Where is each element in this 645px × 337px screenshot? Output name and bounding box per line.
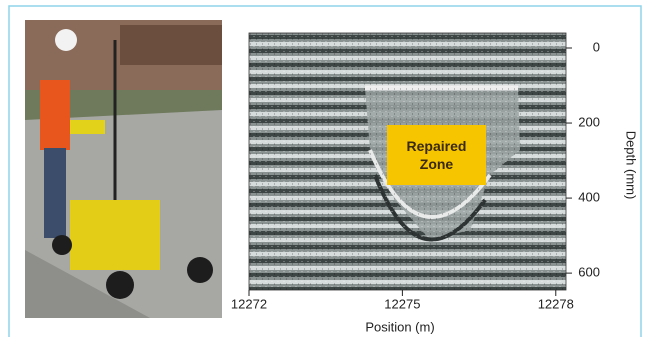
y-axis-label: Depth (mm) <box>624 131 639 200</box>
annotation-wrap: Repaired Zone <box>387 125 486 185</box>
y-tick-label: 200 <box>578 114 600 129</box>
figure: 1227212275122780200400600 Repaired Zone … <box>0 0 645 337</box>
x-tick-label: 12272 <box>231 296 267 311</box>
y-tick-label: 400 <box>578 190 600 205</box>
x-tick-label: 12278 <box>538 296 574 311</box>
y-tick-label: 0 <box>593 39 600 54</box>
x-tick-label: 12275 <box>384 296 420 311</box>
x-axis-label: Position (m) <box>365 319 434 334</box>
annotation: Repaired Zone <box>387 125 486 185</box>
photo <box>25 20 222 318</box>
y-tick-label: 600 <box>578 265 600 280</box>
